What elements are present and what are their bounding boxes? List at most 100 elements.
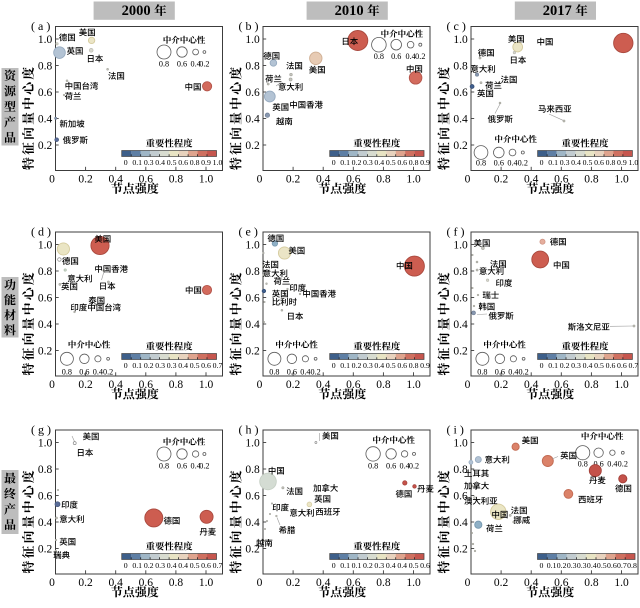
svg-text:0.9: 0.9 — [617, 158, 627, 167]
svg-text:0.6: 0.6 — [607, 561, 617, 570]
svg-text:0.4: 0.4 — [453, 113, 468, 125]
svg-text:0.1: 0.1 — [132, 361, 142, 370]
svg-text:( b ): ( b ) — [239, 19, 259, 33]
svg-text:0.8: 0.8 — [190, 158, 200, 167]
svg-text:0: 0 — [540, 361, 544, 370]
svg-text:0.6: 0.6 — [79, 368, 89, 377]
svg-text:0: 0 — [332, 158, 336, 167]
svg-text:( g ): ( g ) — [31, 422, 51, 436]
svg-text:0.3: 0.3 — [567, 561, 577, 570]
svg-text:0.6: 0.6 — [38, 292, 53, 304]
svg-text:0.2: 0.2 — [352, 361, 362, 370]
svg-text:0.8: 0.8 — [38, 464, 53, 476]
svg-text:0.4: 0.4 — [386, 561, 396, 570]
svg-text:0.8: 0.8 — [159, 60, 169, 69]
svg-text:0.5: 0.5 — [594, 361, 604, 370]
svg-text:0: 0 — [332, 561, 336, 570]
svg-text:2010: 2010 — [335, 3, 364, 19]
svg-text:0.2: 0.2 — [560, 361, 570, 370]
svg-text:0.4: 0.4 — [405, 52, 415, 61]
svg-text:1.0: 1.0 — [629, 158, 639, 167]
svg-text:0: 0 — [49, 174, 55, 186]
svg-text:0.3: 0.3 — [560, 158, 570, 167]
svg-text:0.3: 0.3 — [363, 361, 373, 370]
svg-text:0.9: 0.9 — [201, 158, 211, 167]
svg-text:0.1: 0.1 — [548, 158, 558, 167]
svg-text:0.1: 0.1 — [340, 561, 350, 570]
svg-text:0.2: 0.2 — [310, 368, 320, 377]
svg-text:1.0: 1.0 — [453, 34, 468, 46]
svg-text:0.2: 0.2 — [518, 368, 528, 377]
svg-text:1.0: 1.0 — [245, 239, 260, 251]
svg-text:1.0: 1.0 — [245, 34, 260, 46]
svg-text:0.1: 0.1 — [340, 361, 350, 370]
svg-text:0.2: 0.2 — [286, 174, 301, 186]
svg-text:0.6: 0.6 — [617, 361, 627, 370]
svg-text:0.2: 0.2 — [245, 140, 260, 152]
svg-text:0: 0 — [332, 361, 336, 370]
svg-text:0.2: 0.2 — [494, 379, 509, 391]
svg-text:0.3: 0.3 — [571, 361, 581, 370]
svg-text:0.4: 0.4 — [508, 368, 518, 377]
svg-text:0.8: 0.8 — [62, 368, 72, 377]
svg-text:1.0: 1.0 — [38, 34, 53, 46]
svg-text:0.6: 0.6 — [453, 87, 468, 99]
svg-text:0.7: 0.7 — [213, 361, 223, 370]
svg-text:0.4: 0.4 — [453, 319, 468, 331]
svg-text:0.4: 0.4 — [374, 361, 384, 370]
svg-text:0.1: 0.1 — [547, 561, 557, 570]
svg-text:1.0: 1.0 — [453, 437, 468, 449]
svg-text:0.8: 0.8 — [245, 266, 260, 278]
svg-text:0.4: 0.4 — [507, 158, 517, 167]
svg-text:1.0: 1.0 — [406, 577, 421, 589]
svg-text:0.8: 0.8 — [627, 561, 637, 570]
svg-text:0.3: 0.3 — [144, 158, 154, 167]
svg-text:0.5: 0.5 — [597, 561, 607, 570]
svg-text:1.0: 1.0 — [38, 239, 53, 251]
svg-text:0.8: 0.8 — [409, 361, 419, 370]
svg-text:0.8: 0.8 — [477, 368, 487, 377]
svg-text:1.0: 1.0 — [199, 379, 214, 391]
svg-text:0.6: 0.6 — [453, 292, 468, 304]
svg-text:0.6: 0.6 — [494, 158, 504, 167]
svg-text:0.2: 0.2 — [518, 158, 528, 167]
svg-text:0.4: 0.4 — [245, 319, 260, 331]
svg-text:0.2: 0.2 — [78, 577, 93, 589]
svg-text:( c ): ( c ) — [447, 19, 466, 33]
svg-text:0.4: 0.4 — [607, 460, 617, 469]
svg-text:( h ): ( h ) — [239, 422, 259, 436]
svg-text:0: 0 — [124, 561, 128, 570]
svg-text:0.2: 0.2 — [415, 52, 425, 61]
svg-text:1.0: 1.0 — [614, 174, 629, 186]
svg-text:0.8: 0.8 — [453, 60, 468, 72]
svg-text:0.4: 0.4 — [38, 517, 53, 529]
svg-text:0.3: 0.3 — [155, 561, 165, 570]
svg-text:0.2: 0.2 — [199, 461, 209, 470]
svg-text:0.1: 0.1 — [352, 561, 362, 570]
svg-text:0: 0 — [257, 379, 263, 391]
svg-text:0.6: 0.6 — [178, 158, 188, 167]
svg-text:0.8: 0.8 — [453, 266, 468, 278]
svg-text:0.4: 0.4 — [583, 361, 593, 370]
svg-text:0.8: 0.8 — [584, 379, 599, 391]
svg-text:0.2: 0.2 — [144, 561, 154, 570]
svg-text:0.4: 0.4 — [155, 158, 165, 167]
svg-text:0.6: 0.6 — [177, 60, 187, 69]
svg-text:0.6: 0.6 — [177, 461, 187, 470]
svg-text:0.2: 0.2 — [144, 361, 154, 370]
svg-text:0: 0 — [540, 158, 544, 167]
svg-text:0.5: 0.5 — [386, 158, 396, 167]
svg-text:0.4: 0.4 — [38, 319, 53, 331]
svg-text:0.2: 0.2 — [494, 174, 509, 186]
svg-text:( i ): ( i ) — [447, 422, 464, 436]
svg-text:0.3: 0.3 — [374, 561, 384, 570]
svg-text:0.3: 0.3 — [155, 361, 165, 370]
svg-text:0.3: 0.3 — [577, 561, 587, 570]
svg-text:2000: 2000 — [122, 3, 151, 19]
svg-text:0.1: 0.1 — [132, 561, 142, 570]
svg-text:0.4: 0.4 — [178, 561, 188, 570]
svg-text:( f ): ( f ) — [447, 224, 465, 238]
svg-text:0.3: 0.3 — [363, 158, 373, 167]
svg-text:0.4: 0.4 — [300, 368, 310, 377]
svg-text:0.8: 0.8 — [169, 577, 184, 589]
